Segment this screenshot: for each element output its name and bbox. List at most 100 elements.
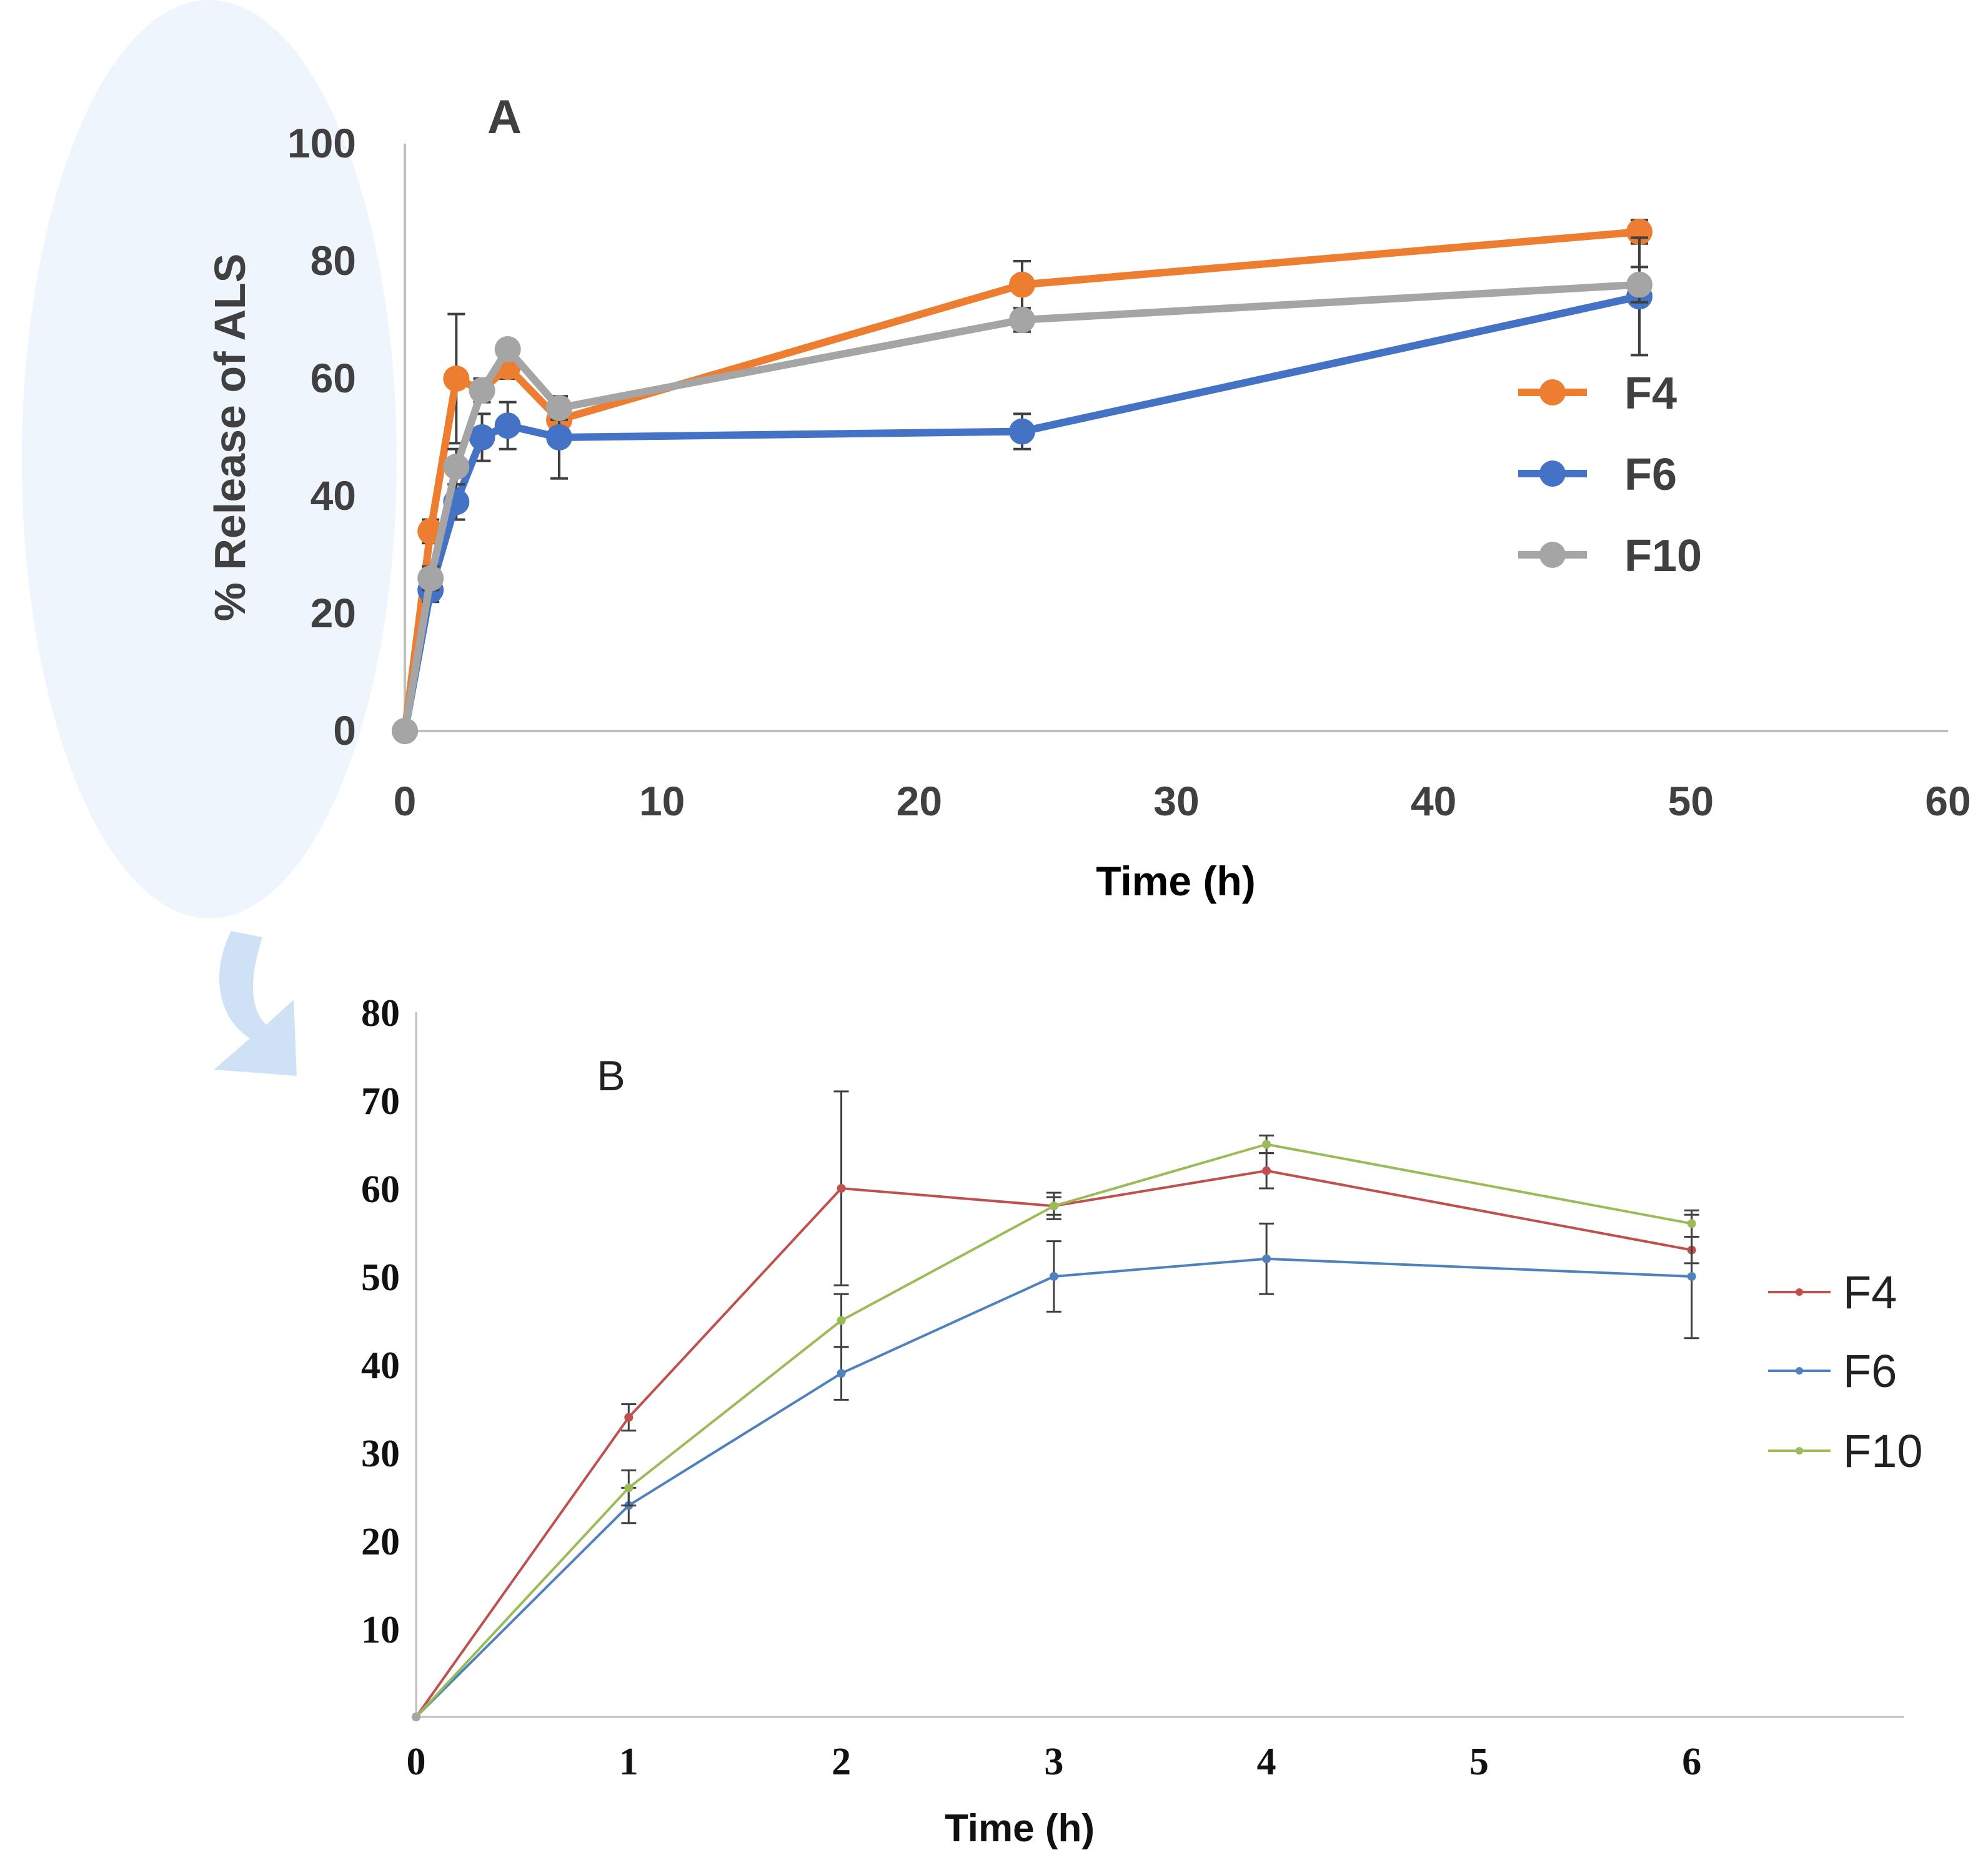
b-line-f6 bbox=[415, 1257, 1692, 1718]
a-legend-item-f10: F10 bbox=[1518, 531, 1702, 581]
a-y-tick-label: 20 bbox=[311, 590, 356, 636]
a-legend-label: F4 bbox=[1624, 369, 1677, 419]
a-line-f10 bbox=[401, 281, 1640, 732]
b-x-tick-label: 3 bbox=[1044, 1741, 1063, 1783]
a-legend-item-f4: F4 bbox=[1518, 369, 1677, 419]
a-x-tick-label: 10 bbox=[639, 778, 685, 824]
chart-a-x-label: Time (h) bbox=[1096, 858, 1255, 904]
a-point-f10 bbox=[392, 718, 418, 744]
a-point-f4 bbox=[1009, 271, 1035, 298]
a-point-f10 bbox=[417, 565, 444, 592]
b-x-tick-label: 2 bbox=[832, 1741, 851, 1783]
a-legend-label: F6 bbox=[1624, 450, 1677, 500]
b-point-f6 bbox=[1262, 1254, 1271, 1263]
b-legend-item-f10: F10 bbox=[1768, 1425, 1923, 1477]
b-point-f4 bbox=[837, 1184, 846, 1193]
a-point-f10 bbox=[469, 377, 495, 404]
chart-b-series bbox=[412, 1090, 1699, 1721]
chart-b-x-ticks: 0 1 2 3 4 5 6 bbox=[407, 1741, 1702, 1783]
a-x-tick-label: 0 bbox=[394, 778, 417, 824]
chart-a-series bbox=[392, 219, 1653, 744]
a-legend-item-f6: F6 bbox=[1518, 450, 1677, 500]
chart-a: A 0 20 40 60 80 100 0 10 20 30 40 50 60 % Release o… bbox=[206, 91, 1971, 904]
a-x-tick-label: 30 bbox=[1153, 778, 1199, 824]
a-point-f10 bbox=[546, 395, 572, 421]
chart-a-panel-label: A bbox=[487, 91, 522, 144]
a-x-tick-label: 20 bbox=[897, 778, 942, 824]
b-point-f6 bbox=[1049, 1272, 1058, 1281]
b-y-tick-label: 80 bbox=[361, 992, 400, 1035]
b-point-f4 bbox=[624, 1413, 634, 1422]
chart-b-legend: F4 F6 F10 bbox=[1768, 1266, 1923, 1477]
chart-b-panel-label: B bbox=[597, 1052, 625, 1100]
a-point-f10 bbox=[494, 336, 521, 362]
b-legend-label: F6 bbox=[1843, 1345, 1897, 1397]
chart-a-y-label: % Release of ALS bbox=[206, 254, 254, 622]
chart-a-y-ticks: 0 20 40 60 80 100 bbox=[287, 120, 356, 753]
b-y-tick-label: 40 bbox=[361, 1345, 400, 1387]
a-point-f10 bbox=[1009, 307, 1035, 333]
a-series-f10 bbox=[392, 266, 1653, 744]
b-y-tick-label: 30 bbox=[361, 1433, 400, 1475]
b-legend-label: F10 bbox=[1843, 1425, 1923, 1477]
b-point-f6 bbox=[1687, 1272, 1696, 1281]
b-legend-item-f6: F6 bbox=[1768, 1345, 1897, 1397]
a-point-f6 bbox=[494, 412, 521, 439]
b-y-tick-label: 70 bbox=[361, 1080, 400, 1123]
a-y-tick-label: 80 bbox=[311, 237, 356, 284]
b-x-tick-label: 6 bbox=[1682, 1741, 1701, 1783]
b-x-tick-label: 1 bbox=[619, 1741, 639, 1783]
a-y-tick-label: 100 bbox=[287, 120, 356, 166]
a-legend-swatch-marker bbox=[1539, 542, 1566, 568]
chart-b-y-ticks: 10 20 30 40 50 60 70 80 bbox=[361, 992, 400, 1651]
a-legend-swatch-marker bbox=[1539, 379, 1566, 405]
b-legend-label: F4 bbox=[1843, 1266, 1897, 1318]
a-point-f6 bbox=[1009, 418, 1035, 445]
a-y-tick-label: 60 bbox=[311, 355, 356, 401]
b-line-f4 bbox=[415, 1169, 1692, 1718]
chart-a-legend: F4 F6 F10 bbox=[1518, 369, 1702, 581]
b-line-f10 bbox=[415, 1143, 1692, 1718]
b-point-f10 bbox=[412, 1713, 420, 1721]
zoom-arrow bbox=[214, 931, 297, 1076]
b-legend-swatch-marker bbox=[1796, 1447, 1803, 1455]
b-y-tick-label: 60 bbox=[361, 1168, 400, 1211]
b-point-f10 bbox=[1049, 1201, 1058, 1211]
b-series-f6 bbox=[412, 1213, 1699, 1721]
b-series-f10 bbox=[412, 1134, 1699, 1721]
a-point-f6 bbox=[469, 424, 495, 450]
a-point-f10 bbox=[443, 454, 470, 480]
b-point-f6 bbox=[837, 1369, 846, 1378]
a-x-tick-label: 40 bbox=[1411, 778, 1456, 824]
a-y-tick-label: 40 bbox=[311, 472, 356, 519]
a-y-tick-label: 0 bbox=[333, 707, 356, 753]
a-point-f6 bbox=[546, 424, 572, 450]
b-point-f10 bbox=[837, 1316, 846, 1325]
chart-a-x-ticks: 0 10 20 30 40 50 60 bbox=[394, 778, 1971, 824]
b-legend-swatch-marker bbox=[1796, 1367, 1803, 1375]
chart-b: B 10 20 30 40 50 60 70 80 0 1 2 3 4 5 6 Time (h) F4 F6… bbox=[361, 992, 1923, 1850]
b-y-tick-label: 10 bbox=[361, 1609, 400, 1651]
b-point-f10 bbox=[1687, 1219, 1696, 1228]
zoom-bubble bbox=[22, 0, 397, 918]
b-legend-swatch-marker bbox=[1796, 1288, 1803, 1296]
b-x-tick-label: 0 bbox=[407, 1741, 426, 1783]
b-y-tick-label: 50 bbox=[361, 1256, 400, 1299]
a-point-f4 bbox=[443, 366, 470, 392]
b-y-tick-label: 20 bbox=[361, 1521, 400, 1563]
a-legend-label: F10 bbox=[1624, 531, 1702, 581]
a-x-tick-label: 50 bbox=[1668, 778, 1714, 824]
a-legend-swatch-marker bbox=[1539, 460, 1566, 487]
a-x-tick-label: 60 bbox=[1925, 778, 1971, 824]
a-line-f4 bbox=[401, 228, 1640, 732]
b-legend-item-f4: F4 bbox=[1768, 1266, 1897, 1318]
b-point-f4 bbox=[1262, 1166, 1271, 1175]
b-point-f10 bbox=[1262, 1140, 1271, 1149]
b-point-f10 bbox=[624, 1483, 634, 1493]
chart-b-x-label: Time (h) bbox=[945, 1807, 1095, 1850]
b-x-tick-label: 5 bbox=[1469, 1741, 1489, 1783]
b-x-tick-label: 4 bbox=[1257, 1741, 1276, 1783]
a-point-f10 bbox=[1626, 271, 1653, 298]
